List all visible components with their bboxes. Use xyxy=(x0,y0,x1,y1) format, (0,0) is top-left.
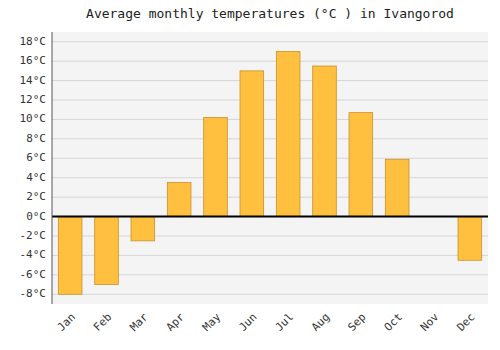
y-tick-label: 14°C xyxy=(20,74,47,87)
x-tick-label: Jun xyxy=(236,311,259,334)
bar xyxy=(276,51,300,216)
bar xyxy=(131,217,155,241)
grid-line xyxy=(52,177,488,178)
grid xyxy=(52,42,488,295)
plot-background xyxy=(52,32,488,304)
grid-line xyxy=(52,158,488,159)
grid-line xyxy=(52,138,488,139)
y-tick-label: 4°C xyxy=(26,171,46,184)
x-tick-label: Mar xyxy=(127,310,151,334)
bar xyxy=(349,113,373,217)
chart-container: Average monthly temperatures (°C ) in Iv… xyxy=(0,0,500,350)
x-tick-label: Jul xyxy=(273,311,296,334)
y-axis-line xyxy=(52,32,53,304)
y-tick-label: 18°C xyxy=(20,35,47,48)
bar xyxy=(458,217,482,261)
y-tick-label: 10°C xyxy=(20,112,47,125)
x-tick-label: Apr xyxy=(164,310,188,334)
bar xyxy=(204,117,228,216)
y-tick-label: 8°C xyxy=(26,132,46,145)
x-tick-label: Oct xyxy=(382,311,405,334)
x-tick-label: May xyxy=(200,310,224,334)
x-tick-label: Sep xyxy=(345,311,368,334)
y-tick-label: 6°C xyxy=(26,151,46,164)
chart: Average monthly temperatures (°C ) in Iv… xyxy=(0,0,500,350)
y-tick-label: 0°C xyxy=(26,210,46,223)
bar xyxy=(313,66,337,217)
grid-line xyxy=(52,41,488,42)
y-tick-label: -2°C xyxy=(20,229,47,242)
bar xyxy=(167,183,191,217)
y-tick-label: -8°C xyxy=(20,287,47,300)
bar xyxy=(95,217,119,285)
grid-line xyxy=(52,119,488,120)
x-tick-label: Feb xyxy=(91,311,114,334)
x-axis: Jan Feb Mar Apr May Jun Jul Aug Sep Oct Nov Dec xyxy=(55,310,478,334)
grid-line xyxy=(52,100,488,101)
y-tick-label: -4°C xyxy=(20,248,47,261)
bar xyxy=(385,159,409,216)
grid-line xyxy=(52,216,488,217)
zero-line xyxy=(52,216,488,218)
bars xyxy=(58,51,481,294)
x-tick-label: Aug xyxy=(309,311,332,334)
bar xyxy=(240,71,264,217)
grid-line xyxy=(52,294,488,295)
x-tick-label: Dec xyxy=(454,311,477,334)
y-tick-label: 16°C xyxy=(20,54,47,67)
title: Average monthly temperatures (°C ) in Iv… xyxy=(86,6,454,21)
y-tick-label: 12°C xyxy=(20,93,47,106)
grid-line xyxy=(52,61,488,62)
x-tick-label: Jan xyxy=(55,311,78,334)
grid-line xyxy=(52,197,488,198)
y-tick-label: -6°C xyxy=(20,268,47,281)
y-axis: -8°C -6°C -4°C -2°C 0°C 2°C 4°C 6°C 8°C 10°C 12°C 1… xyxy=(20,35,47,301)
bar xyxy=(58,217,82,295)
x-tick-label: Nov xyxy=(418,310,442,334)
y-tick-label: 2°C xyxy=(26,190,46,203)
grid-line xyxy=(52,80,488,81)
